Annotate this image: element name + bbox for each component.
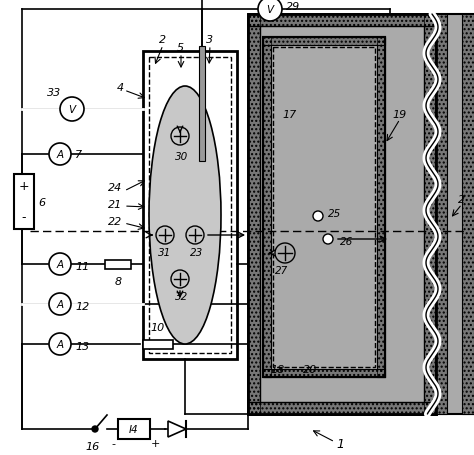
Bar: [105, 260, 131, 269]
Bar: [263, 38, 271, 377]
Text: A: A: [56, 299, 64, 309]
Circle shape: [313, 212, 323, 222]
Text: A: A: [56, 150, 64, 160]
Bar: [424, 15, 436, 414]
Bar: [248, 15, 436, 414]
Bar: [377, 38, 385, 377]
Text: 17: 17: [283, 110, 297, 120]
Bar: [435, 15, 474, 414]
Bar: [248, 15, 436, 414]
Bar: [263, 38, 385, 377]
Bar: [462, 15, 474, 414]
Text: 26: 26: [340, 237, 353, 247]
Circle shape: [60, 98, 84, 122]
Text: -: -: [111, 438, 115, 448]
Bar: [248, 402, 436, 414]
Text: 31: 31: [158, 248, 172, 258]
Text: 12: 12: [75, 301, 89, 311]
Circle shape: [49, 144, 71, 166]
Text: 33: 33: [47, 88, 61, 98]
Circle shape: [49, 333, 71, 355]
Bar: [263, 369, 385, 377]
Text: 2: 2: [458, 195, 465, 205]
Text: V: V: [266, 5, 273, 15]
Polygon shape: [168, 421, 186, 437]
Bar: [263, 38, 385, 377]
Circle shape: [49, 253, 71, 275]
Text: 11: 11: [75, 262, 89, 271]
Text: 16: 16: [86, 441, 100, 451]
Bar: [435, 15, 447, 414]
Text: 1: 1: [336, 438, 344, 450]
Bar: [143, 340, 173, 349]
Bar: [149, 58, 231, 353]
Text: 6: 6: [38, 197, 45, 207]
Text: 8: 8: [114, 276, 121, 286]
Bar: [118, 419, 150, 439]
Text: 18: 18: [271, 364, 285, 374]
Text: 19: 19: [393, 110, 407, 120]
Circle shape: [258, 0, 282, 22]
Bar: [462, 15, 474, 414]
Text: 5: 5: [176, 43, 183, 53]
Text: 30: 30: [175, 152, 189, 162]
Bar: [14, 175, 34, 229]
Bar: [263, 38, 271, 377]
Text: 20: 20: [303, 364, 317, 374]
Bar: [263, 369, 385, 377]
Text: +: +: [150, 438, 160, 448]
Text: I4: I4: [129, 424, 139, 434]
Text: V: V: [68, 105, 75, 115]
Circle shape: [92, 426, 98, 432]
Bar: [248, 15, 260, 414]
Text: 10: 10: [151, 322, 165, 332]
Text: 24: 24: [108, 182, 122, 192]
Text: 32: 32: [175, 291, 189, 301]
Bar: [424, 15, 436, 414]
Bar: [263, 38, 385, 46]
Circle shape: [49, 293, 71, 315]
Text: 22: 22: [108, 217, 122, 227]
Circle shape: [323, 234, 333, 244]
Text: 25: 25: [328, 208, 341, 218]
Text: 13: 13: [75, 341, 89, 351]
Text: 4: 4: [117, 83, 124, 93]
Text: A: A: [56, 339, 64, 349]
Bar: [273, 48, 375, 367]
Text: 23: 23: [191, 248, 204, 258]
Bar: [248, 402, 436, 414]
Text: 3: 3: [207, 35, 214, 45]
Ellipse shape: [149, 87, 221, 344]
Bar: [248, 15, 260, 414]
Bar: [143, 52, 237, 359]
Text: 2: 2: [159, 35, 166, 45]
Bar: [248, 15, 436, 27]
Bar: [260, 27, 424, 402]
Text: 7: 7: [75, 150, 82, 160]
Text: -: -: [22, 211, 26, 224]
Text: 27: 27: [275, 265, 289, 275]
Bar: [263, 38, 385, 46]
Bar: [435, 15, 447, 414]
Text: 29: 29: [286, 2, 300, 12]
Text: 21: 21: [108, 200, 122, 210]
Bar: [199, 47, 205, 162]
Bar: [248, 15, 436, 27]
Bar: [377, 38, 385, 377]
Text: +: +: [18, 180, 29, 193]
Text: A: A: [56, 259, 64, 269]
